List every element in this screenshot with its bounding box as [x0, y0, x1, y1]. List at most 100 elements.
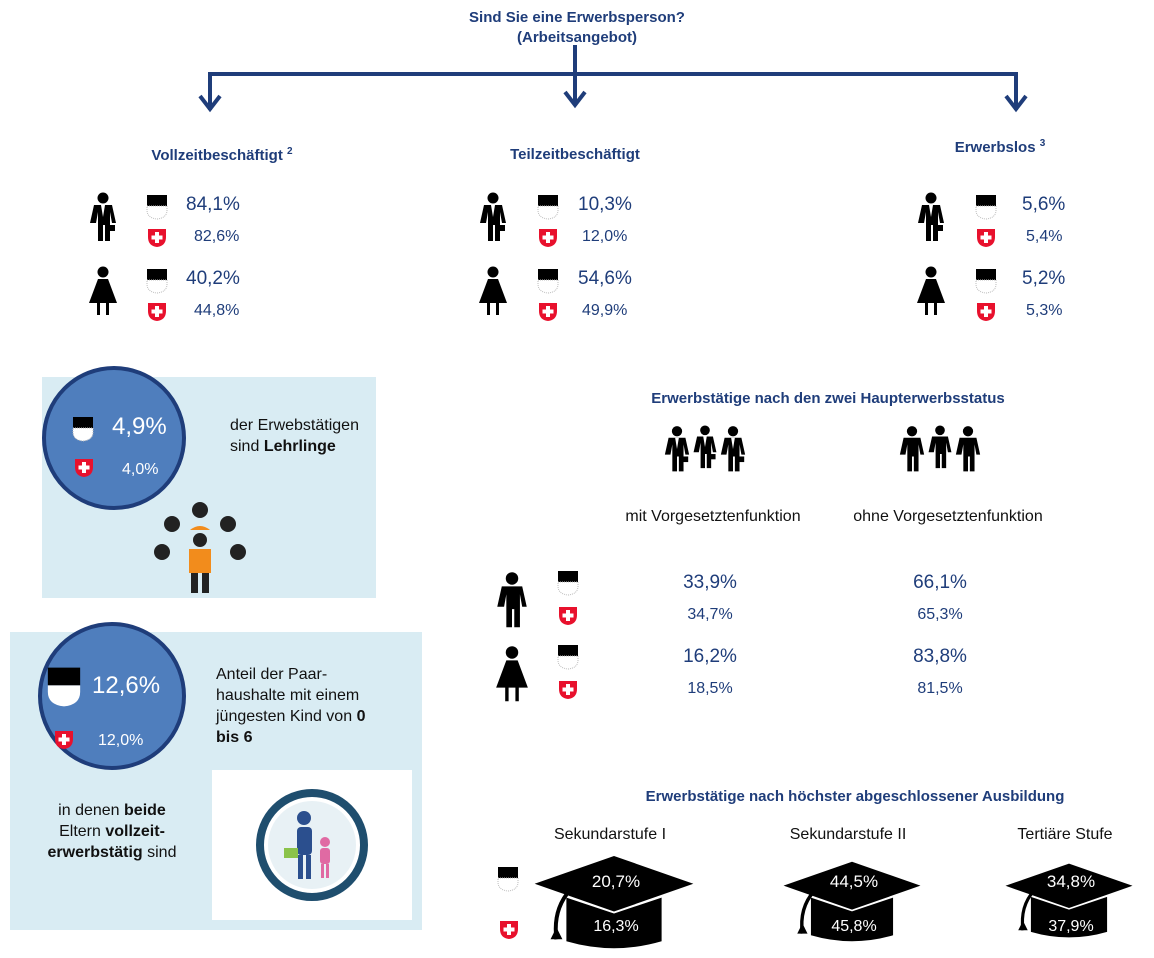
icon-shape — [297, 827, 312, 855]
icon-shape — [73, 428, 93, 441]
icon-shape — [700, 425, 710, 435]
icon — [0, 0, 1154, 130]
icon-shape — [917, 279, 945, 315]
icon — [898, 425, 926, 473]
icon-shape — [202, 573, 209, 593]
icon-shape — [672, 426, 682, 436]
couples-text-2: in denen beide Eltern vollzeit-erwerbstä… — [37, 800, 187, 863]
icon-shape — [926, 267, 937, 278]
icon-shape — [976, 269, 996, 280]
icon-shape — [497, 586, 526, 627]
text: sind — [147, 844, 176, 861]
women-icon — [495, 642, 529, 711]
icon — [146, 194, 168, 220]
icon-shape — [558, 582, 578, 595]
icon — [719, 425, 747, 473]
icon-shape — [558, 571, 578, 582]
icon — [976, 228, 996, 248]
men-icon — [495, 568, 529, 637]
icon-shape — [558, 645, 578, 656]
cap-icon — [534, 854, 694, 958]
icon-shape — [189, 549, 211, 573]
icon-shape — [154, 544, 170, 560]
icon-shape — [320, 837, 330, 847]
icon-shape — [538, 206, 558, 219]
fr-flag — [146, 268, 168, 299]
icon-shape — [543, 236, 554, 240]
icon-shape — [496, 660, 528, 701]
icon-shape — [498, 867, 518, 878]
icon — [147, 228, 167, 248]
page: Erwerbspersonen {"header": {"title": "Si… — [0, 0, 1154, 953]
icon-shape — [976, 206, 996, 219]
icon-shape — [193, 533, 207, 547]
icon-shape — [935, 425, 945, 435]
icon-shape — [563, 614, 574, 618]
icon — [478, 192, 508, 242]
ch-value: 81,5% — [917, 680, 962, 698]
icon-shape — [284, 848, 298, 858]
text-bold: Lehrlinge — [264, 438, 336, 455]
men-icon — [88, 192, 118, 247]
icon — [495, 568, 529, 632]
icon-shape — [200, 45, 1026, 110]
icon-shape — [152, 310, 163, 314]
icon-shape — [981, 310, 992, 314]
icon — [691, 425, 719, 469]
fr-flag — [537, 194, 559, 225]
icon — [954, 425, 982, 473]
icon-shape — [147, 280, 167, 293]
icon-shape — [164, 516, 180, 532]
icon-shape — [147, 269, 167, 280]
icon-shape — [48, 685, 80, 706]
ch-value: 18,5% — [687, 680, 732, 698]
fr-value: 10,3% — [578, 194, 632, 216]
ch-value: 49,9% — [582, 302, 627, 320]
icon-shape — [220, 516, 236, 532]
text: Eltern — [59, 823, 101, 840]
fr-value: 5,6% — [1022, 194, 1065, 216]
icon-shape — [488, 267, 499, 278]
level-label: Sekundarstufe I — [554, 826, 666, 844]
section-title: Erwerbstätige nach den zwei Haupterwerbs… — [651, 390, 1004, 407]
icon-shape — [976, 195, 996, 206]
ch-value: 12,0% — [98, 732, 143, 750]
ch-value: 65,3% — [917, 606, 962, 624]
icon — [74, 458, 94, 478]
icon-shape — [321, 864, 324, 878]
ch-flag — [558, 680, 578, 705]
fr-value: 66,1% — [913, 572, 967, 594]
ch-value: 4,0% — [122, 461, 158, 479]
ch-flag — [558, 606, 578, 631]
icon-shape — [907, 426, 917, 436]
icon — [537, 194, 559, 220]
women-icon — [88, 266, 118, 321]
fr-value: 16,2% — [683, 646, 737, 668]
icon — [976, 302, 996, 322]
fr-value: 33,9% — [683, 572, 737, 594]
icon-shape — [191, 573, 198, 593]
icon — [916, 192, 946, 242]
flow-arrows — [0, 0, 1154, 135]
fr-flag — [557, 644, 579, 675]
fr-value: 5,2% — [1022, 268, 1065, 290]
fr-flag — [146, 194, 168, 225]
icon-shape — [900, 438, 924, 472]
icon — [926, 425, 954, 469]
icon-shape — [926, 193, 937, 204]
text: in denen — [58, 802, 119, 819]
icon-shape — [200, 92, 1026, 109]
icon-shape — [936, 225, 943, 231]
fr-value: 44,5% — [830, 872, 878, 892]
icon-shape — [981, 236, 992, 240]
ch-flag — [54, 730, 74, 755]
ch-value: 16,3% — [593, 918, 638, 936]
icon-shape — [538, 195, 558, 206]
fr-value: 40,2% — [186, 268, 240, 290]
ch-flag — [499, 920, 519, 945]
ch-flag — [976, 228, 996, 253]
fr-value: 34,8% — [1047, 872, 1095, 892]
icon-shape — [320, 848, 330, 864]
ch-flag — [538, 302, 558, 327]
icon-shape — [297, 811, 311, 825]
